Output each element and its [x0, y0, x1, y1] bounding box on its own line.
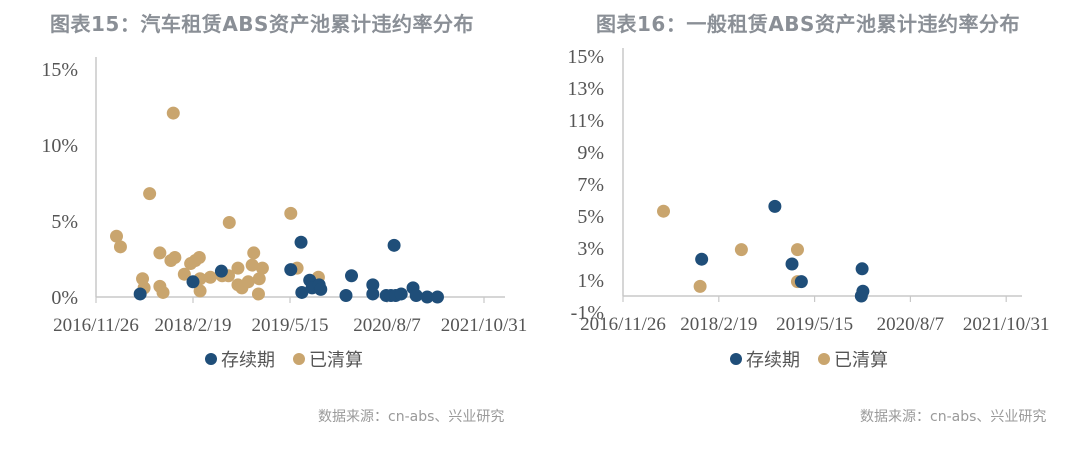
y-tick-label: 15% — [41, 59, 78, 81]
legend-dot-settled-icon — [818, 353, 830, 365]
data-point-ongoing — [387, 238, 401, 252]
chart-panel-general-lease: 图表16：一般租赁ABS资产池累计违约率分布 15% 13% 11% 9% 7% 5% 3%… — [540, 0, 1080, 452]
x-tick-label: 2019/5/15 — [776, 314, 853, 335]
data-point-ongoing — [420, 290, 434, 304]
x-tick-label: 2020/8/7 — [353, 315, 421, 336]
data-point-ongoing — [295, 285, 309, 299]
x-tick-label: 2020/8/7 — [877, 314, 945, 335]
data-point-ongoing — [345, 269, 359, 283]
legend-item-settled: 已清算 — [293, 346, 363, 372]
data-point-settled — [203, 270, 217, 284]
y-tick-label: 5% — [577, 206, 604, 228]
data-source-note: 数据来源：cn-abs、兴业研究 — [860, 409, 1047, 425]
data-point-settled — [231, 261, 245, 275]
data-point-ongoing — [133, 287, 147, 301]
y-tick-label: 9% — [577, 142, 604, 164]
x-tick-label: 2018/2/19 — [680, 314, 757, 335]
data-point-settled — [693, 279, 707, 293]
data-point-settled — [156, 285, 170, 299]
y-tick-label: 1% — [577, 270, 604, 292]
chart-legend: 存续期 已清算 — [730, 346, 888, 372]
data-point-ongoing — [314, 282, 328, 296]
chart-title: 图表16：一般租赁ABS资产池累计违约率分布 — [596, 12, 1020, 36]
chart-panel-auto-lease: 图表15：汽车租赁ABS资产池累计违约率分布 15% 10% 5% 0% 2016/11… — [41, 12, 528, 425]
y-tick-label: 3% — [577, 238, 604, 260]
y-tick-label: 7% — [577, 174, 604, 196]
data-point-settled — [166, 106, 180, 120]
y-tick-label: 0% — [51, 287, 78, 309]
data-point-settled — [247, 246, 261, 260]
x-tick-label: 2021/10/31 — [963, 314, 1050, 335]
chart-legend: 存续期 已清算 — [205, 346, 363, 372]
data-point-settled — [192, 250, 206, 264]
data-point-settled — [657, 204, 671, 218]
data-point-ongoing — [284, 263, 298, 277]
data-point-settled — [255, 261, 269, 275]
data-point-ongoing — [294, 235, 308, 249]
data-point-ongoing — [794, 275, 808, 289]
data-point-ongoing — [695, 252, 709, 266]
data-point-ongoing — [430, 290, 444, 304]
x-tick-label: 2021/10/31 — [441, 315, 528, 336]
x-tick-label: 2018/2/19 — [154, 315, 231, 336]
data-point-settled — [168, 250, 182, 264]
data-point-ongoing — [854, 289, 868, 303]
scatter-plot-general-lease: 15% 13% 11% 9% 7% 5% 3% 1% -1%2016/11/26 2018/2/1… — [567, 46, 1050, 335]
y-tick-label: 10% — [41, 135, 78, 157]
legend-label: 已清算 — [834, 350, 888, 371]
y-tick-label: 15% — [567, 46, 604, 68]
legend-dot-settled-icon — [293, 353, 305, 365]
data-point-settled — [113, 240, 127, 254]
data-point-settled — [222, 216, 236, 230]
y-tick-label: 11% — [568, 110, 604, 132]
data-point-ongoing — [214, 264, 228, 278]
data-point-settled — [143, 187, 157, 201]
legend-label: 存续期 — [746, 350, 800, 371]
data-point-ongoing — [366, 278, 380, 292]
y-tick-label: 13% — [567, 78, 604, 100]
y-tick-label: 5% — [51, 211, 78, 233]
data-point-settled — [193, 284, 207, 298]
legend-dot-ongoing-icon — [730, 353, 742, 365]
data-point-settled — [790, 243, 804, 257]
y-tick-label: -1% — [571, 302, 604, 324]
data-point-settled — [153, 246, 167, 260]
data-point-ongoing — [409, 288, 423, 302]
data-source-note: 数据来源：cn-abs、兴业研究 — [318, 409, 505, 425]
legend-item-ongoing: 存续期 — [730, 346, 800, 372]
data-point-settled — [734, 243, 748, 257]
legend-dot-ongoing-icon — [205, 353, 217, 365]
legend-item-settled: 已清算 — [818, 346, 888, 372]
data-point-settled — [177, 267, 191, 281]
data-point-settled — [110, 229, 124, 243]
data-point-ongoing — [366, 287, 380, 301]
legend-item-ongoing: 存续期 — [205, 346, 275, 372]
data-point-settled — [251, 287, 265, 301]
data-point-settled — [252, 272, 266, 286]
x-tick-label: 2016/11/26 — [53, 315, 139, 336]
scatter-plot-auto-lease: 15% 10% 5% 0% 2016/11/26 2018/2/19 2019/5/15 20… — [41, 57, 528, 336]
data-point-ongoing — [768, 199, 782, 213]
data-point-ongoing — [339, 288, 353, 302]
legend-label: 存续期 — [221, 350, 275, 371]
legend-label: 已清算 — [309, 350, 363, 371]
data-point-settled — [284, 206, 298, 220]
data-point-ongoing — [855, 262, 869, 276]
x-tick-label: 2019/5/15 — [251, 315, 328, 336]
data-point-settled — [241, 275, 255, 289]
x-tick-label: 2016/11/26 — [580, 314, 666, 335]
data-point-ongoing — [186, 275, 200, 289]
data-point-ongoing — [785, 257, 799, 271]
chart-title: 图表15：汽车租赁ABS资产池累计违约率分布 — [50, 12, 474, 36]
data-point-settled — [245, 258, 259, 272]
data-point-ongoing — [394, 287, 408, 301]
